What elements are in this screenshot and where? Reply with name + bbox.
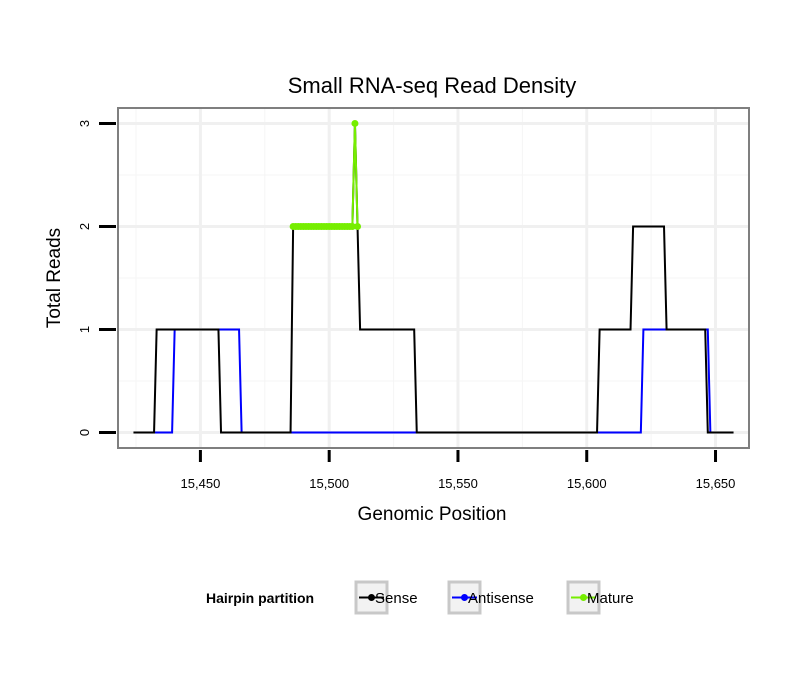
series-sense-line [133,123,734,434]
grid [118,108,749,448]
x-tick-label: 15,600 [567,476,607,491]
series-mature-segment [353,123,359,227]
x-axis-title: Genomic Position [358,504,507,525]
series-mature-point [348,222,356,230]
y-axis-title: Total Reads [44,228,65,328]
x-tick-label: 15,450 [181,476,221,491]
axes: 15,450 15,500 15,550 15,600 15,650 0 1 2 3 [77,120,735,491]
legend-key-point [461,594,468,601]
legend-key-point [580,594,587,601]
legend-title: Hairpin partition [206,590,314,606]
y-tick-label: 1 [77,326,92,333]
y-tick-label: 2 [77,223,92,230]
series-mature-point [354,222,362,230]
legend-key-point [368,594,375,601]
chart-title: Small RNA-seq Read Density [288,73,577,98]
y-tick-label: 3 [77,120,92,127]
x-tick-label: 15,550 [438,476,478,491]
legend-label-mature: Mature [587,590,634,607]
series-layer [133,119,734,434]
legend: Hairpin partition Sense Antisense Mature [206,580,634,615]
plot-panel-border [117,107,750,449]
x-tick-label: 15,650 [696,476,736,491]
legend-label-antisense: Antisense [468,590,534,607]
series-mature-point [351,119,359,127]
y-tick-label: 0 [77,429,92,436]
legend-label-sense: Sense [375,590,418,607]
x-tick-label: 15,500 [309,476,349,491]
